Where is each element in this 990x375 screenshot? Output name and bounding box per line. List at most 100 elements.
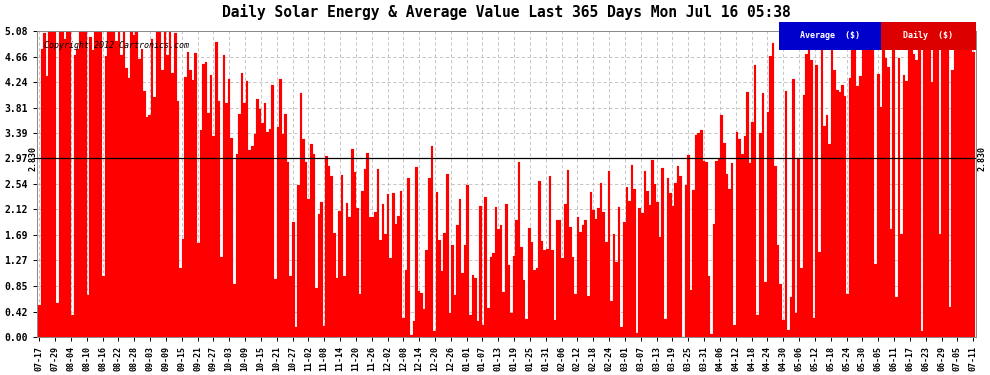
Bar xyxy=(94,32,97,337)
Bar xyxy=(371,217,374,337)
Bar xyxy=(777,245,779,337)
Bar xyxy=(282,134,284,337)
Bar xyxy=(669,194,672,337)
Bar xyxy=(679,176,682,337)
Bar xyxy=(941,35,943,337)
Bar xyxy=(421,293,423,337)
Bar xyxy=(921,331,924,337)
Bar xyxy=(141,49,144,337)
Bar xyxy=(843,96,846,337)
Bar xyxy=(418,291,421,337)
Bar xyxy=(800,268,803,337)
Bar xyxy=(382,204,384,337)
Bar xyxy=(89,36,92,337)
Bar xyxy=(790,297,792,337)
Bar xyxy=(541,241,544,337)
Bar xyxy=(584,220,587,337)
Bar xyxy=(595,219,597,337)
Bar xyxy=(653,184,656,337)
Bar xyxy=(900,234,903,337)
Bar xyxy=(253,134,256,337)
Bar xyxy=(44,33,46,337)
Bar xyxy=(608,171,610,337)
Bar xyxy=(387,194,389,337)
Bar xyxy=(674,183,677,337)
Bar xyxy=(366,153,369,337)
Bar xyxy=(526,319,528,337)
Bar xyxy=(113,32,115,337)
Bar xyxy=(74,55,76,337)
Bar xyxy=(556,220,558,337)
Bar xyxy=(513,256,515,337)
Bar xyxy=(661,168,664,337)
Bar xyxy=(895,297,898,337)
Bar xyxy=(148,116,150,337)
Bar xyxy=(946,42,948,337)
Bar xyxy=(413,321,415,337)
Bar xyxy=(856,86,859,337)
Bar xyxy=(639,208,641,337)
Bar xyxy=(100,32,102,337)
Bar xyxy=(613,234,616,337)
Bar xyxy=(266,132,269,337)
Bar xyxy=(408,178,410,337)
Bar xyxy=(644,171,646,337)
Bar xyxy=(734,326,736,337)
Bar xyxy=(348,217,351,337)
Bar xyxy=(726,174,729,337)
Bar xyxy=(441,271,444,337)
Bar xyxy=(818,252,821,337)
Bar xyxy=(226,103,228,337)
Bar xyxy=(531,242,534,337)
Title: Daily Solar Energy & Average Value Last 365 Days Mon Jul 16 05:38: Daily Solar Energy & Average Value Last … xyxy=(222,4,791,20)
Bar xyxy=(115,41,118,337)
Bar xyxy=(774,166,777,337)
Bar xyxy=(736,132,739,337)
Bar xyxy=(218,102,220,337)
Text: Copyright 2012 Cartronics.com: Copyright 2012 Cartronics.com xyxy=(45,40,189,50)
Bar xyxy=(821,42,823,337)
Bar xyxy=(223,55,226,337)
Bar xyxy=(916,60,918,337)
Bar xyxy=(905,81,908,337)
Bar xyxy=(405,270,408,337)
Bar xyxy=(521,247,523,337)
Bar xyxy=(200,130,202,337)
Bar xyxy=(877,74,879,337)
Bar xyxy=(769,57,772,337)
Bar xyxy=(885,58,887,337)
Bar xyxy=(318,214,320,337)
Bar xyxy=(872,32,874,337)
Bar xyxy=(523,280,526,337)
Bar xyxy=(579,232,582,337)
Bar xyxy=(829,144,831,337)
Bar xyxy=(246,81,248,337)
Bar xyxy=(864,38,866,337)
Bar xyxy=(397,216,400,337)
Bar xyxy=(592,210,595,337)
Bar xyxy=(887,67,890,337)
Bar xyxy=(315,288,318,337)
Bar xyxy=(664,319,666,337)
Bar xyxy=(207,113,210,337)
Bar xyxy=(153,97,156,337)
Bar xyxy=(58,32,61,337)
Bar xyxy=(297,184,300,337)
Bar xyxy=(123,32,125,337)
Bar xyxy=(474,278,477,337)
Bar xyxy=(892,32,895,337)
Bar xyxy=(110,32,113,337)
Bar xyxy=(410,335,413,337)
Bar xyxy=(389,258,392,337)
Bar xyxy=(461,273,464,337)
Bar xyxy=(328,166,331,337)
Bar xyxy=(102,276,105,337)
Bar xyxy=(842,85,843,337)
Bar xyxy=(433,332,436,337)
Bar xyxy=(746,92,748,337)
Bar xyxy=(587,296,590,337)
Bar xyxy=(107,32,110,337)
Bar xyxy=(166,55,169,337)
Bar xyxy=(181,239,184,337)
Bar xyxy=(534,270,536,337)
